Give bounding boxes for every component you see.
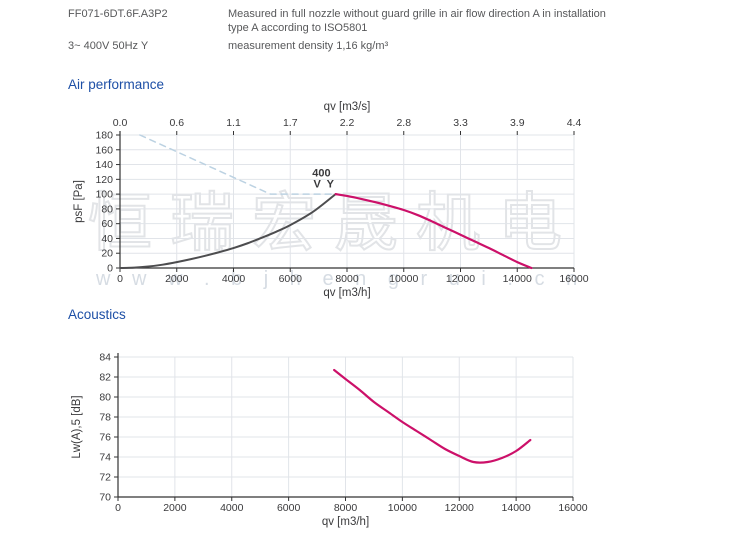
y-tick-label: 72 bbox=[99, 472, 111, 484]
x-tick-label: 10000 bbox=[388, 502, 417, 514]
watermark-cjk: 恒瑞宏晟机电 bbox=[87, 186, 580, 260]
x-tick-label: 6000 bbox=[277, 502, 301, 514]
max-pressure-limit-dashed bbox=[139, 134, 337, 195]
y-tick-label: 84 bbox=[99, 352, 111, 364]
y-tick-label: 70 bbox=[99, 492, 111, 504]
acoustics-chart: 0 2000 4000 6000 8000 10000 12000 14000 16000 qv … bbox=[71, 352, 588, 529]
x-tick-label: 12000 bbox=[446, 273, 475, 285]
x-top-tick-label: 4.4 bbox=[567, 117, 582, 129]
x-axis-title: qv [m3/h] bbox=[322, 516, 369, 528]
y-tick-label: 74 bbox=[99, 452, 111, 464]
density-note: measurement density 1,16 kg/m³ bbox=[228, 40, 389, 52]
air-performance-chart: 0 2000 4000 6000 8000 10000 12000 14000 16000qv … bbox=[73, 101, 589, 299]
y-tick-label: 76 bbox=[99, 432, 111, 444]
y-axis-title: Lw(A),5 [dB] bbox=[71, 395, 83, 458]
section-title-air-performance: Air performance bbox=[68, 77, 165, 92]
y-axis-title: psF [Pa] bbox=[73, 180, 85, 223]
x-top-tick-label: 2.2 bbox=[340, 117, 355, 129]
section-title-acoustics: Acoustics bbox=[68, 307, 126, 322]
sound-power-curve bbox=[333, 368, 532, 464]
x-tick-label: 4000 bbox=[220, 502, 244, 514]
y-tick-label: 80 bbox=[101, 203, 113, 215]
x-top-tick-label: 1.7 bbox=[283, 117, 298, 129]
fan-curve-400V bbox=[334, 193, 533, 270]
x-top-tick-label: 0.6 bbox=[169, 117, 184, 129]
x-tick-label: 14000 bbox=[503, 273, 532, 285]
x-top-tick-label: 1.1 bbox=[226, 117, 241, 129]
y-tick-label: 78 bbox=[99, 412, 111, 424]
model-number: FF071-6DT.6F.A3P2 bbox=[68, 8, 168, 20]
y-tick-label: 140 bbox=[95, 159, 113, 171]
system-resistance-curve bbox=[119, 193, 337, 269]
watermark-url: w w w . b j h e n g r u i . c n bbox=[96, 268, 586, 290]
x-tick-label: 16000 bbox=[559, 273, 588, 285]
x-tick-label: 0 bbox=[115, 502, 121, 514]
x-top-tick-label: 3.9 bbox=[510, 117, 525, 129]
x-tick-label: 8000 bbox=[334, 502, 358, 514]
x-tick-label: 12000 bbox=[445, 502, 474, 514]
x-top-tick-label: 3.3 bbox=[453, 117, 468, 129]
operating-point-label-wiring: V Y bbox=[313, 178, 335, 190]
x-top-axis-title: qv [m3/s] bbox=[324, 101, 371, 113]
y-tick-label: 100 bbox=[95, 189, 113, 201]
x-tick-label: 2000 bbox=[163, 502, 187, 514]
x-top-tick-label: 0.0 bbox=[113, 117, 128, 129]
x-axis-title: qv [m3/h] bbox=[323, 287, 370, 299]
measurement-note-line1: Measured in full nozzle without guard gr… bbox=[228, 8, 606, 20]
x-tick-label: 14000 bbox=[502, 502, 531, 514]
measurement-note-line2: type A according to ISO5801 bbox=[228, 22, 368, 34]
y-tick-label: 40 bbox=[101, 233, 113, 245]
x-tick-label: 8000 bbox=[335, 273, 359, 285]
y-tick-label: 80 bbox=[99, 392, 111, 404]
y-tick-label: 20 bbox=[101, 248, 113, 260]
operating-point-label-voltage: 400 bbox=[312, 167, 330, 179]
y-tick-label: 180 bbox=[95, 130, 113, 142]
x-tick-label: 4000 bbox=[222, 273, 246, 285]
x-tick-label: 2000 bbox=[165, 273, 189, 285]
x-tick-label: 10000 bbox=[389, 273, 418, 285]
x-tick-label: 16000 bbox=[558, 502, 587, 514]
y-tick-label: 60 bbox=[101, 218, 113, 230]
power-spec: 3~ 400V 50Hz Y bbox=[68, 40, 149, 52]
x-tick-label: 0 bbox=[117, 273, 123, 285]
y-tick-label: 82 bbox=[99, 372, 111, 384]
x-top-tick-label: 2.8 bbox=[396, 117, 411, 129]
x-tick-label: 6000 bbox=[279, 273, 303, 285]
y-tick-label: 120 bbox=[95, 174, 113, 186]
y-tick-label: 0 bbox=[107, 263, 113, 275]
y-tick-label: 160 bbox=[95, 144, 113, 156]
